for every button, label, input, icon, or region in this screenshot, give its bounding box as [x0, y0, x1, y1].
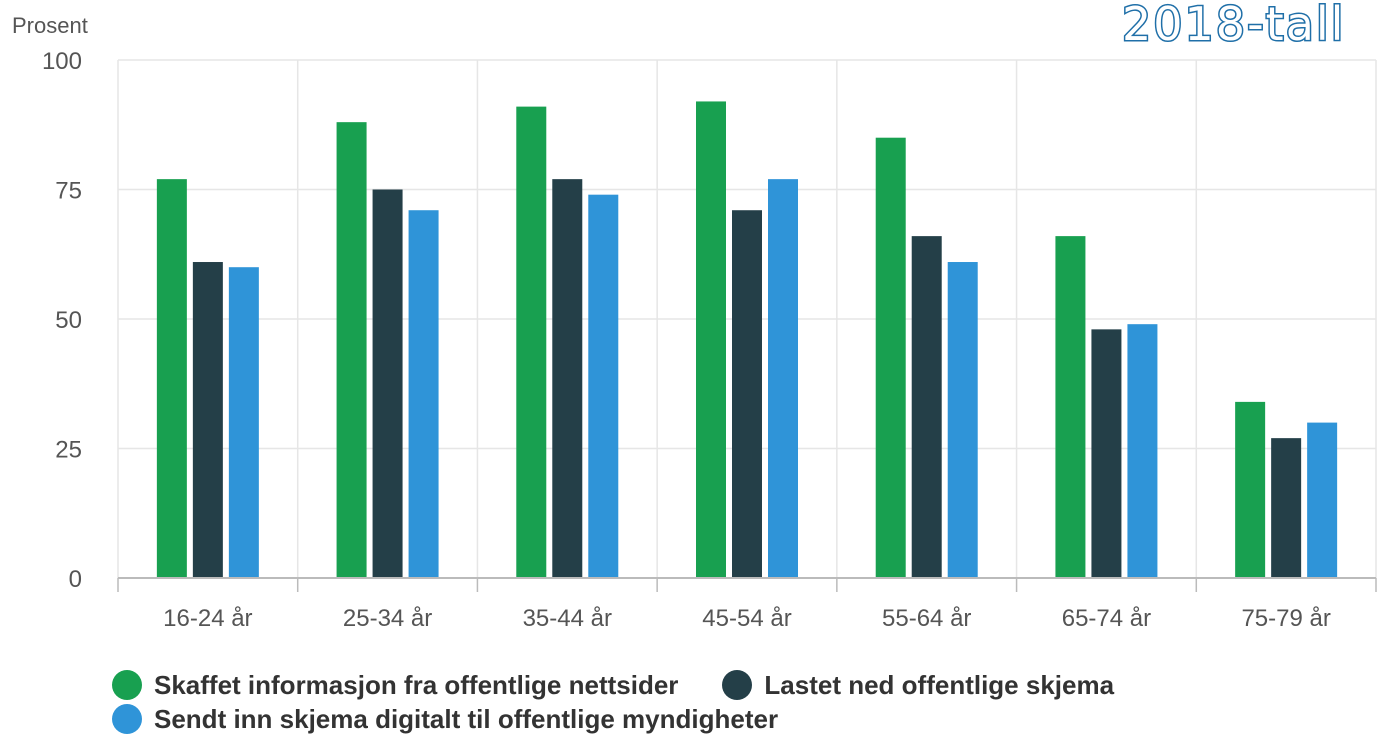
bar[interactable] [911, 236, 942, 578]
x-tick-label: 35-44 år [523, 605, 612, 632]
bar[interactable] [1271, 438, 1302, 578]
legend: Skaffet informasjon fra offentlige netts… [112, 668, 1372, 736]
legend-item-info[interactable]: Skaffet informasjon fra offentlige netts… [112, 670, 678, 701]
bar[interactable] [1091, 329, 1122, 578]
x-tick-label: 45-54 år [702, 605, 791, 632]
bar[interactable] [947, 262, 978, 578]
x-axis: 0 25 50 75 100 16-24 år 25-34 år 35-44 år 45-54 … [42, 48, 1377, 632]
legend-dot-icon [722, 670, 753, 700]
x-tick-label: 16-24 år [163, 605, 252, 632]
legend-label: Lastet ned offentlige skjema [764, 669, 1115, 700]
bar[interactable] [336, 122, 367, 578]
x-tick-label: 75-79 år [1241, 605, 1330, 632]
bar[interactable] [228, 267, 259, 578]
y-tick-label: 50 [55, 307, 82, 334]
legend-item-download[interactable]: Lastet ned offentlige skjema [722, 670, 1114, 701]
y-tick-label: 25 [55, 437, 82, 464]
bar[interactable] [732, 210, 762, 578]
bar[interactable] [875, 137, 906, 578]
legend-label: Skaffet informasjon fra offentlige netts… [154, 669, 679, 700]
grid [117, 59, 1377, 578]
bars [156, 101, 1338, 579]
bar[interactable] [372, 189, 403, 579]
y-axis-label: Prosent [12, 13, 88, 38]
bar[interactable] [1055, 236, 1086, 578]
y-tick-label: 0 [69, 566, 82, 593]
bar[interactable] [192, 262, 223, 578]
bar[interactable] [156, 179, 187, 578]
legend-row-1: Skaffet informasjon fra offentlige netts… [112, 668, 1372, 702]
legend-item-submit[interactable]: Sendt inn skjema digitalt til offentlige… [112, 704, 778, 735]
bar[interactable] [1127, 324, 1158, 578]
bar[interactable] [768, 179, 798, 578]
bar[interactable] [408, 210, 439, 578]
legend-dot-icon [112, 670, 142, 700]
bar[interactable] [1235, 401, 1266, 578]
bar[interactable] [696, 101, 726, 578]
y-tick-label: 75 [55, 178, 82, 205]
legend-row-2: Sendt inn skjema digitalt til offentlige… [112, 702, 1372, 736]
bar[interactable] [552, 179, 583, 578]
x-tick-label: 55-64 år [882, 605, 971, 632]
bar[interactable] [588, 194, 619, 578]
bar[interactable] [1307, 422, 1338, 578]
bar[interactable] [516, 106, 547, 579]
corner-stamp-text: 2018-tall [1122, 0, 1345, 51]
y-tick-label: 100 [42, 48, 82, 75]
x-tick-label: 65-74 år [1062, 605, 1151, 632]
x-tick-label: 25-34 år [343, 605, 432, 632]
legend-dot-icon [112, 704, 142, 734]
legend-label: Sendt inn skjema digitalt til offentlige… [154, 703, 779, 734]
